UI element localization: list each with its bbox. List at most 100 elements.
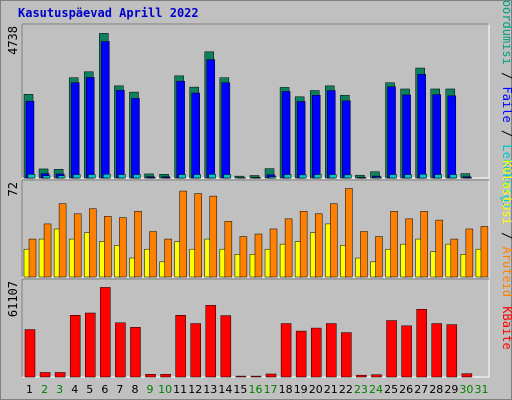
bar-faile bbox=[342, 100, 351, 179]
panel-bottom-legend: KBaite bbox=[500, 306, 512, 349]
bar-kbaite bbox=[356, 374, 367, 378]
bar-aruteid bbox=[89, 208, 97, 278]
bar-kbaite bbox=[100, 287, 111, 378]
legend-separator: / bbox=[500, 225, 512, 247]
bar-faile bbox=[432, 94, 441, 179]
day-label: 26 bbox=[399, 383, 413, 396]
day-label: 16 bbox=[249, 383, 263, 396]
bar-kbaite bbox=[310, 327, 322, 378]
bar-lehekulgi bbox=[42, 175, 51, 179]
bar-aruteid bbox=[330, 203, 338, 278]
panel-bottom-ymax-label: 61107 bbox=[6, 281, 20, 317]
bar-aruteid bbox=[209, 195, 218, 278]
bar-lehekulgi bbox=[283, 174, 292, 179]
day-label: 30 bbox=[459, 383, 473, 396]
bar-aruteid bbox=[420, 211, 428, 278]
bar-lehekulgi bbox=[208, 174, 217, 179]
bar-kbaite bbox=[220, 315, 232, 378]
bar-lehekulgi bbox=[389, 174, 397, 179]
bar-kbaite bbox=[431, 323, 442, 378]
panel-middle-legend: Külastusi / Aruteid bbox=[500, 160, 512, 297]
day-label: 1 bbox=[26, 383, 33, 396]
day-label: 14 bbox=[218, 383, 232, 396]
bar-aruteid bbox=[104, 216, 112, 278]
bar-faile bbox=[116, 89, 125, 179]
bar-faile bbox=[447, 95, 457, 179]
bar-kbaite bbox=[205, 305, 217, 378]
day-label: 18 bbox=[279, 383, 293, 396]
bar-lehekulgi bbox=[118, 174, 126, 179]
day-label: 8 bbox=[131, 383, 138, 396]
bar-lehekulgi bbox=[88, 174, 96, 179]
bar-aruteid bbox=[480, 226, 489, 278]
bar-aruteid bbox=[299, 211, 308, 278]
day-label: 7 bbox=[116, 383, 123, 396]
day-label: 2 bbox=[41, 383, 48, 396]
bar-faile bbox=[176, 80, 185, 179]
legend-entry: KBaite bbox=[500, 306, 512, 349]
bar-lehekulgi bbox=[223, 174, 232, 179]
bar-faile bbox=[25, 100, 35, 179]
chart-title: Kasutuspäevad Aprill 2022 bbox=[18, 6, 199, 20]
bar-kbaite bbox=[235, 375, 247, 378]
bar-lehekulgi bbox=[193, 174, 201, 179]
bar-aruteid bbox=[254, 233, 263, 278]
bar-kbaite bbox=[130, 327, 141, 378]
bar-kbaite bbox=[265, 373, 277, 378]
day-label: 25 bbox=[384, 383, 398, 396]
bar-lehekulgi bbox=[344, 174, 352, 179]
bar-lehekulgi bbox=[434, 174, 442, 179]
day-label: 4 bbox=[71, 383, 78, 396]
bar-faile bbox=[311, 94, 321, 179]
bar-kbaite bbox=[115, 322, 126, 378]
bar-lehekulgi bbox=[178, 174, 186, 179]
bar-kbaite bbox=[175, 315, 186, 378]
day-label: 10 bbox=[158, 383, 172, 396]
bar-aruteid bbox=[149, 231, 157, 278]
bar-faile bbox=[327, 90, 336, 179]
bar-aruteid bbox=[450, 238, 459, 278]
bar-aruteid bbox=[194, 193, 202, 278]
bar-lehekulgi bbox=[374, 176, 382, 179]
bar-aruteid bbox=[345, 188, 353, 278]
bar-lehekulgi bbox=[313, 174, 322, 179]
bar-faile bbox=[101, 41, 110, 179]
bar-kbaite bbox=[85, 312, 96, 378]
bar-faile bbox=[402, 94, 411, 179]
bar-faile bbox=[281, 91, 291, 179]
day-label: 17 bbox=[264, 383, 278, 396]
day-label: 31 bbox=[474, 383, 488, 396]
legend-entry: Pöördumisi bbox=[500, 0, 512, 65]
bar-kbaite bbox=[160, 374, 171, 378]
day-label: 24 bbox=[369, 383, 383, 396]
bar-lehekulgi bbox=[268, 176, 277, 179]
bar-faile bbox=[296, 101, 306, 179]
bar-aruteid bbox=[239, 236, 248, 278]
legend-separator: / bbox=[500, 123, 512, 145]
bar-faile bbox=[387, 86, 396, 179]
bar-kbaite bbox=[250, 375, 262, 378]
day-label: 11 bbox=[173, 383, 187, 396]
bar-kbaite bbox=[39, 372, 51, 378]
bar-kbaite bbox=[145, 374, 156, 378]
bar-kbaite bbox=[461, 373, 473, 378]
bar-faile bbox=[221, 82, 231, 179]
bar-aruteid bbox=[435, 219, 443, 278]
bar-aruteid bbox=[405, 218, 413, 278]
bar-aruteid bbox=[28, 238, 37, 278]
bar-kbaite bbox=[280, 323, 292, 378]
bar-lehekulgi bbox=[419, 174, 427, 179]
bar-kbaite bbox=[416, 309, 427, 378]
bar-kbaite bbox=[54, 372, 66, 378]
bar-lehekulgi bbox=[298, 174, 307, 179]
legend-entry: Lehekülgi bbox=[500, 144, 512, 209]
bar-aruteid bbox=[43, 223, 52, 278]
day-label: 9 bbox=[147, 383, 154, 396]
day-label: 28 bbox=[429, 383, 443, 396]
bar-kbaite bbox=[295, 330, 307, 378]
bar-lehekulgi bbox=[103, 174, 111, 179]
bar-kbaite bbox=[24, 329, 36, 378]
bar-aruteid bbox=[375, 236, 383, 278]
bar-aruteid bbox=[465, 228, 474, 278]
